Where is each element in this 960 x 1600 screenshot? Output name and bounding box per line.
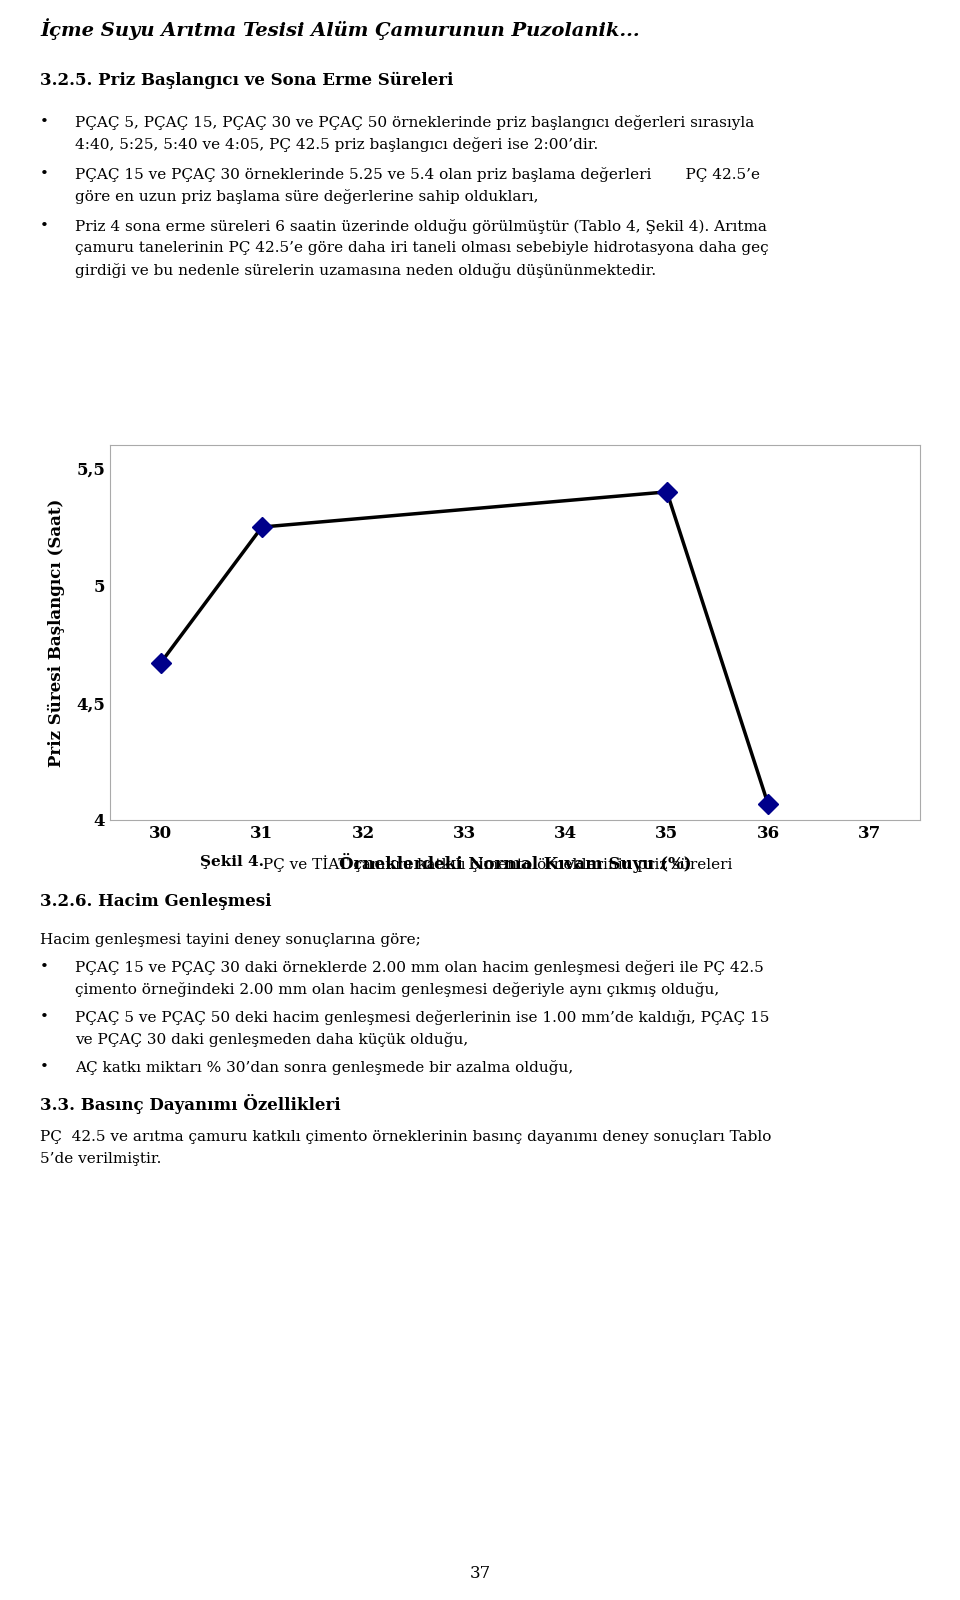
Text: 4:40, 5:25, 5:40 ve 4:05, PÇ 42.5 priz başlangıcı değeri ise 2:00’dir.: 4:40, 5:25, 5:40 ve 4:05, PÇ 42.5 priz b… <box>75 138 598 152</box>
Text: 3.2.5. Priz Başlangıcı ve Sona Erme Süreleri: 3.2.5. Priz Başlangıcı ve Sona Erme Süre… <box>40 72 453 90</box>
Text: PÇ ve TİAT çamuru katkılı çimento örneklerinin priz süreleri: PÇ ve TİAT çamuru katkılı çimento örnekl… <box>258 854 732 872</box>
Text: İçme Suyu Arıtma Tesisi Alüm Çamurunun Puzolanik...: İçme Suyu Arıtma Tesisi Alüm Çamurunun P… <box>40 18 639 40</box>
Text: PÇAÇ 5 ve PÇAÇ 50 deki hacim genleşmesi değerlerinin ise 1.00 mm’de kaldığı, PÇA: PÇAÇ 5 ve PÇAÇ 50 deki hacim genleşmesi … <box>75 1010 769 1026</box>
Text: çamuru tanelerinin PÇ 42.5’e göre daha iri taneli olması sebebiyle hidrotasyona : çamuru tanelerinin PÇ 42.5’e göre daha i… <box>75 242 769 254</box>
Text: çimento örneğindeki 2.00 mm olan hacim genleşmesi değeriyle aynı çıkmış olduğu,: çimento örneğindeki 2.00 mm olan hacim g… <box>75 982 719 997</box>
Text: ve PÇAÇ 30 daki genleşmeden daha küçük olduğu,: ve PÇAÇ 30 daki genleşmeden daha küçük o… <box>75 1032 468 1046</box>
Text: PÇ  42.5 ve arıtma çamuru katkılı çimento örneklerinin basınç dayanımı deney son: PÇ 42.5 ve arıtma çamuru katkılı çimento… <box>40 1130 772 1144</box>
Text: PÇAÇ 5, PÇAÇ 15, PÇAÇ 30 ve PÇAÇ 50 örneklerinde priz başlangıcı değerleri sıras: PÇAÇ 5, PÇAÇ 15, PÇAÇ 30 ve PÇAÇ 50 örne… <box>75 115 755 130</box>
Text: •: • <box>40 1010 49 1024</box>
Text: 3.2.6. Hacim Genleşmesi: 3.2.6. Hacim Genleşmesi <box>40 893 272 910</box>
Text: •: • <box>40 166 49 181</box>
Text: Hacim genleşmesi tayini deney sonuçlarına göre;: Hacim genleşmesi tayini deney sonuçların… <box>40 933 420 947</box>
Text: Şekil 4.: Şekil 4. <box>200 854 264 869</box>
Text: 37: 37 <box>469 1565 491 1582</box>
Text: 3.3. Basınç Dayanımı Özellikleri: 3.3. Basınç Dayanımı Özellikleri <box>40 1094 341 1114</box>
Text: PÇAÇ 15 ve PÇAÇ 30 daki örneklerde 2.00 mm olan hacim genleşmesi değeri ile PÇ 4: PÇAÇ 15 ve PÇAÇ 30 daki örneklerde 2.00 … <box>75 960 764 974</box>
Text: PÇAÇ 15 ve PÇAÇ 30 örneklerinde 5.25 ve 5.4 olan priz başlama değerleri       PÇ: PÇAÇ 15 ve PÇAÇ 30 örneklerinde 5.25 ve … <box>75 166 760 182</box>
Text: •: • <box>40 115 49 130</box>
Text: girdiği ve bu nedenle sürelerin uzamasına neden olduğu düşününmektedir.: girdiği ve bu nedenle sürelerin uzamasın… <box>75 262 656 278</box>
Text: göre en uzun priz başlama süre değerlerine sahip oldukları,: göre en uzun priz başlama süre değerleri… <box>75 189 539 203</box>
Text: 5’de verilmiştir.: 5’de verilmiştir. <box>40 1152 161 1166</box>
Text: •: • <box>40 219 49 234</box>
X-axis label: Örneklerdeki Normal Kıvam Suyu (%): Örneklerdeki Normal Kıvam Suyu (%) <box>339 853 691 874</box>
Text: •: • <box>40 1059 49 1074</box>
Text: •: • <box>40 960 49 974</box>
Text: AÇ katkı miktarı % 30’dan sonra genleşmede bir azalma olduğu,: AÇ katkı miktarı % 30’dan sonra genleşme… <box>75 1059 573 1075</box>
Text: Priz 4 sona erme süreleri 6 saatin üzerinde olduğu görülmüştür (Tablo 4, Şekil 4: Priz 4 sona erme süreleri 6 saatin üzeri… <box>75 219 767 234</box>
Y-axis label: Priz Süresi Başlangıcı (Saat): Priz Süresi Başlangıcı (Saat) <box>48 498 65 766</box>
